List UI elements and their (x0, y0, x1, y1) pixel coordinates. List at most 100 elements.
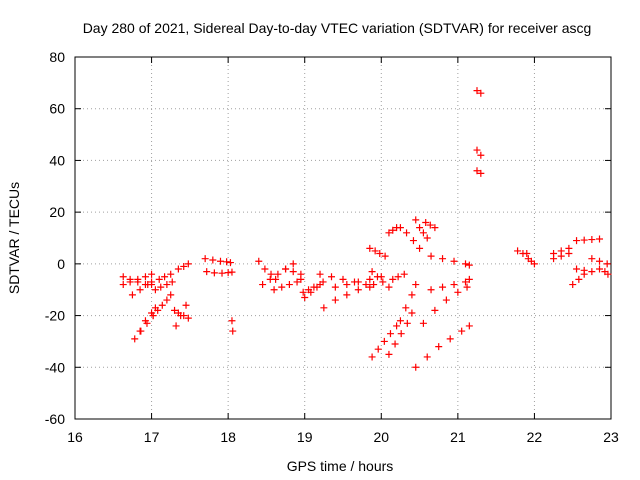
plot-frame (74, 56, 612, 420)
data-point (182, 301, 190, 309)
data-point (604, 270, 612, 278)
y-tick-label: 20 (49, 204, 65, 220)
data-point (514, 247, 522, 255)
series-arc-o2 (524, 255, 538, 268)
data-point (573, 265, 581, 273)
data-point (393, 322, 401, 330)
data-point (229, 327, 237, 335)
data-point (473, 167, 481, 175)
y-tick-labels: -60 -40 -20 0 20 40 60 80 (45, 49, 65, 427)
series-arc-f4 (282, 265, 305, 278)
data-point (416, 224, 424, 232)
data-point (144, 281, 152, 289)
data-point (320, 304, 328, 312)
data-point (442, 296, 450, 304)
data-point (596, 235, 604, 243)
tick-marks (74, 56, 612, 420)
data-point (278, 283, 286, 291)
data-point (141, 273, 149, 281)
data-point (172, 322, 180, 330)
data-point (426, 221, 434, 229)
data-point (569, 281, 577, 289)
y-tick-label: 0 (57, 256, 65, 272)
data-point (203, 268, 211, 276)
data-point (141, 317, 149, 325)
data-point (408, 309, 416, 317)
data-point (255, 257, 263, 265)
data-point (477, 169, 485, 177)
data-point (550, 255, 558, 263)
data-point (423, 234, 431, 242)
chart-title: Day 280 of 2021, Sidereal Day-to-day VTE… (83, 20, 592, 36)
data-point (523, 250, 531, 258)
data-point (408, 291, 416, 299)
grid-lines (75, 57, 611, 419)
data-point (530, 260, 538, 268)
data-point (354, 278, 362, 286)
data-point (119, 273, 127, 281)
data-point (126, 275, 134, 283)
series-arc-o1 (514, 247, 531, 258)
series-arc-e1 (201, 255, 234, 267)
data-point (596, 257, 604, 265)
data-point (210, 269, 218, 277)
data-point (412, 281, 420, 289)
y-tick-label: 40 (49, 152, 65, 168)
y-tick-label: -60 (45, 411, 65, 427)
data-point (368, 353, 376, 361)
series-arc-q4 (596, 265, 612, 278)
data-point (379, 278, 387, 286)
data-point (403, 319, 411, 327)
data-point (409, 237, 417, 245)
data-point (473, 87, 481, 95)
data-point (435, 343, 443, 351)
data-point (362, 281, 370, 289)
data-point (446, 335, 454, 343)
data-point (366, 244, 374, 252)
data-point (393, 224, 401, 232)
data-point (385, 229, 393, 237)
data-point (216, 257, 224, 265)
series-arc-a2 (119, 273, 156, 289)
series-arc-c3 (155, 270, 175, 283)
data-point (131, 335, 139, 343)
data-point (374, 345, 382, 353)
data-point (366, 275, 374, 283)
data-point (397, 330, 405, 338)
data-point (454, 288, 462, 296)
data-point (588, 255, 596, 263)
series-arc-i1 (366, 244, 389, 260)
data-points (119, 87, 612, 371)
data-point (412, 216, 420, 224)
data-point (226, 259, 234, 267)
data-point (462, 260, 470, 268)
data-point (316, 270, 324, 278)
data-point (168, 278, 176, 286)
y-tick-label: 80 (49, 49, 65, 65)
data-point (343, 291, 351, 299)
data-point (228, 317, 236, 325)
x-tick-label: 22 (527, 429, 543, 445)
data-point (588, 236, 596, 244)
data-point (366, 283, 374, 291)
data-point (343, 281, 351, 289)
y-tick-label: -40 (45, 359, 65, 375)
data-point (163, 296, 171, 304)
data-point (370, 281, 378, 289)
data-point (158, 301, 166, 309)
data-point (289, 268, 297, 276)
data-point (328, 273, 336, 281)
series-arc-m2 (419, 283, 471, 327)
series-arc-q2 (573, 265, 596, 276)
data-point (402, 304, 410, 312)
data-point (450, 257, 458, 265)
data-point (439, 283, 447, 291)
x-tick-label: 17 (144, 429, 160, 445)
series-arc-k3 (385, 224, 401, 237)
series-arc-g2 (301, 278, 327, 301)
series-arc-f3 (270, 275, 305, 294)
data-point (174, 265, 182, 273)
data-point (419, 319, 427, 327)
data-point (465, 275, 473, 283)
data-point (261, 265, 269, 273)
